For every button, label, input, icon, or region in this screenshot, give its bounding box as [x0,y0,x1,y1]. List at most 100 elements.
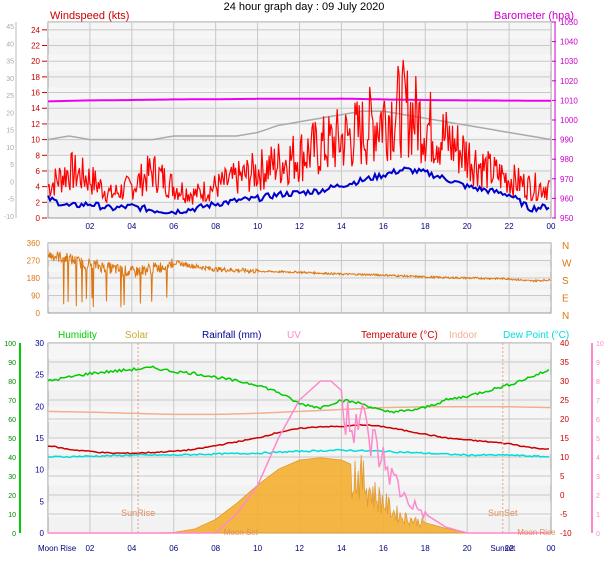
uv-tick-label: 0 [596,531,600,538]
climate-x-tick-label: 08 [211,544,220,553]
temp-tick-label: 20 [560,415,569,424]
climate-x-tick-label: 10 [253,544,262,553]
temp-tick-label: 0 [560,491,565,500]
wind-tick-label: 0 [36,214,41,223]
wind-tick-label: 4 [36,183,41,192]
compass-label: W [562,259,572,270]
outer-tick-label: 10 [6,145,14,152]
outer-tick-label: 35 [6,59,14,66]
rain-tick-label: 5 [40,497,45,506]
wind-tick-label: 14 [31,104,40,113]
outer-tick-label: 25 [6,93,14,100]
outer-temp-line [47,110,552,141]
wind-tick-label: 12 [31,120,40,129]
uv-tick-label: 7 [596,398,600,405]
outer-tick-label: 40 [6,41,14,48]
uv-tick-label: 3 [596,474,600,481]
wind-tick-label: 6 [36,167,41,176]
moon-set-label: Moon Set [224,528,259,537]
wind-tick-label: 24 [31,26,40,35]
uv-tick-label: 2 [596,493,600,500]
climate-x-tick-label: 18 [421,544,430,553]
temp-tick-label: 40 [560,339,569,348]
climate-x-tick-label: 02 [85,544,94,553]
compass-label: E [562,294,569,305]
legend-entry: Dew Point (°C) [503,330,569,341]
rain-tick-label: 10 [35,466,44,475]
wind-x-tick-label: 04 [127,222,136,231]
legend-entry: Solar [125,330,149,341]
rain-tick-label: 25 [35,371,44,380]
climate-x-tick-label: 16 [379,544,388,553]
humidity-tick-label: 60 [8,417,16,424]
direction-tick-label: 180 [27,274,41,283]
legend-entry: UV [287,330,301,341]
humidity-tick-label: 70 [8,398,16,405]
outer-tick-label: 20 [6,110,14,117]
baro-tick-label: 1010 [560,96,578,105]
direction-tick-label: 270 [27,257,41,266]
humidity-tick-label: 50 [8,436,16,443]
baro-tick-label: 990 [560,136,574,145]
wind-x-tick-label: 14 [337,222,346,231]
barometer-line [47,97,551,103]
rain-tick-label: 20 [35,402,44,411]
outer-tick-label: -10 [4,214,14,221]
baro-tick-label: 1020 [560,77,578,86]
dew-point-line [47,448,549,459]
wind-x-tick-label: 16 [379,222,388,231]
temp-tick-label: 10 [560,453,569,462]
temperature-line [47,423,549,455]
baro-tick-label: 1050 [560,18,578,27]
climate-x-tick-label: 14 [337,544,346,553]
wind-tick-label: 8 [36,151,41,160]
compass-label: S [562,276,569,287]
uv-tick-label: 10 [596,341,604,348]
legend-entry: Rainfall (mm) [202,330,261,341]
moon-rise-label: Moon Rise [38,544,77,553]
baro-tick-label: 950 [560,214,574,223]
climate-x-tick-label: 04 [127,544,136,553]
wind-axis-title: Windspeed (kts) [50,10,129,22]
wind-x-tick-label: 20 [463,222,472,231]
wind-average-line [47,166,550,216]
baro-tick-label: 980 [560,155,574,164]
humidity-tick-label: 90 [8,360,16,367]
uv-tick-label: 5 [596,436,600,443]
moon-rise-label-end: Moon Rise [517,528,556,537]
outer-tick-label: 45 [6,24,14,31]
wind-tick-label: 10 [31,136,40,145]
baro-axis-title: Barometer (hpa) [494,10,574,22]
outer-tick-label: -5 [8,197,14,204]
wind-direction-line [47,251,551,308]
rain-tick-label: 0 [40,529,45,538]
wind-x-tick-label: 12 [295,222,304,231]
humidity-tick-label: 20 [8,493,16,500]
direction-tick-label: 90 [31,292,40,301]
wind-x-tick-label: 00 [547,222,556,231]
page-title: 24 hour graph day : 09 July 2020 [224,1,385,13]
outer-tick-label: 30 [6,76,14,83]
baro-tick-label: 1040 [560,38,578,47]
climate-x-tick-label: 22 [505,544,514,553]
climate-x-tick-label: 06 [169,544,178,553]
uv-tick-label: 8 [596,379,600,386]
wind-tick-label: 16 [31,89,40,98]
uv-tick-label: 1 [596,512,600,519]
wind-x-tick-label: 06 [169,222,178,231]
temp-tick-label: -10 [560,529,572,538]
wind-tick-label: 18 [31,73,40,82]
wind-x-tick-label: 18 [421,222,430,231]
baro-tick-label: 1000 [560,116,578,125]
wind-x-tick-label: 10 [253,222,262,231]
outer-tick-label: 5 [10,162,14,169]
temp-tick-label: -5 [560,510,568,519]
climate-x-tick-label: 00 [547,544,556,553]
compass-label: N [562,311,569,322]
legend-entry: Temperature (°C) [361,330,438,341]
wind-x-tick-label: 22 [505,222,514,231]
rain-tick-label: 15 [35,434,44,443]
wind-gust-line [47,59,551,205]
indoor-line [47,406,552,416]
